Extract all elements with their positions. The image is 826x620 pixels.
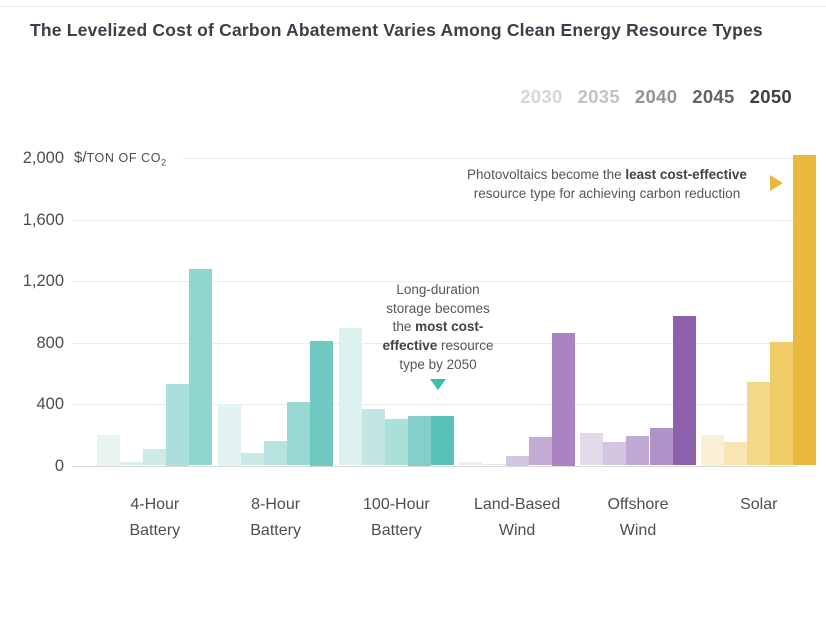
category-label-line: Offshore (607, 496, 669, 513)
bar-land-based-wind-2050 (551, 332, 575, 466)
gridline-800 (72, 342, 797, 344)
y-axis-unit-label: $/TON OF CO2 (74, 149, 167, 168)
annotation-storage: Long-duration storage becomes the most c… (364, 281, 512, 391)
annotation-storage-line3: the most cost- (392, 319, 484, 335)
annotation-solar-line2: resource type for achieving carbon reduc… (473, 185, 741, 201)
gridline-2000 (183, 158, 797, 159)
annotation-storage-line5: type by 2050 (399, 356, 477, 372)
bar-100-hour-battery-2030 (338, 327, 362, 466)
legend-year-2040: 2040 (634, 86, 678, 107)
y-tick-2000: 2,000 (22, 149, 64, 167)
annotation-storage-line2: storage becomes (386, 300, 490, 316)
bar-land-based-wind-2030 (459, 461, 483, 466)
category-label-8-hour-battery: 8-Hour Battery (214, 492, 338, 544)
category-label-100-hour-battery: 100-Hour Battery (334, 492, 458, 544)
bar-solar-2030 (701, 434, 725, 466)
solar-pointer-right-icon (770, 175, 783, 191)
bar-100-hour-battery-2040 (384, 419, 408, 466)
category-label-solar: Solar (697, 492, 821, 518)
bar-solar-2035 (724, 442, 748, 466)
legend-year-2050: 2050 (749, 86, 792, 107)
unit-subscript: 2 (161, 157, 167, 168)
gridline-0 (72, 465, 797, 467)
bar-8-hour-battery-2045 (287, 401, 311, 466)
annotation-storage-line4: effective resource (382, 337, 494, 353)
bar-offshore-wind-2040 (626, 436, 650, 466)
category-label-line: Battery (250, 522, 301, 539)
category-label-line: Solar (740, 496, 778, 513)
category-label-line: 4-Hour (130, 496, 180, 513)
bar-solar-2045 (770, 341, 794, 466)
unit-dollar: $/ (74, 149, 87, 166)
year-legend: 2030 2035 2040 2045 2050 (505, 86, 792, 108)
category-label-line: 100-Hour (363, 496, 430, 513)
bar-100-hour-battery-2035 (361, 408, 385, 466)
top-border-line (0, 6, 826, 7)
category-label-line: Wind (619, 522, 657, 539)
gridline-1200 (72, 281, 797, 282)
category-label-offshore-wind: Offshore Wind (576, 492, 700, 544)
bar-4-hour-battery-2030 (97, 434, 121, 466)
unit-text: TON OF CO (86, 151, 162, 165)
bar-4-hour-battery-2040 (143, 448, 167, 466)
legend-year-2030: 2030 (520, 86, 563, 107)
bar-offshore-wind-2030 (580, 433, 604, 466)
bar-4-hour-battery-2050 (189, 268, 213, 466)
annotation-solar-line1: Photovoltaics become the least cost-effe… (467, 167, 747, 182)
legend-year-2035: 2035 (577, 86, 620, 107)
gridline-400 (72, 404, 797, 405)
chart-title: The Levelized Cost of Carbon Abatement V… (30, 20, 763, 40)
category-label-line: Battery (129, 522, 181, 539)
bar-solar-2040 (747, 381, 771, 466)
y-tick-1200: 1,200 (22, 272, 64, 290)
bar-offshore-wind-2035 (603, 442, 627, 466)
bar-4-hour-battery-2035 (120, 461, 144, 466)
category-label-land-based-wind: Land-Based Wind (455, 492, 579, 544)
bar-8-hour-battery-2030 (217, 404, 241, 466)
bar-offshore-wind-2050 (672, 315, 696, 466)
bar-100-hour-battery-2050 (431, 416, 455, 466)
bar-4-hour-battery-2045 (166, 384, 190, 466)
category-label-line: Battery (371, 522, 422, 539)
y-tick-1600: 1,600 (22, 210, 64, 229)
y-tick-800: 800 (36, 333, 64, 352)
bar-land-based-wind-2035 (482, 464, 506, 466)
category-label-line: Wind (498, 522, 536, 539)
bar-solar-2050 (793, 154, 817, 466)
annotation-solar: Photovoltaics become the least cost-effe… (448, 166, 766, 203)
y-tick-0: 0 (54, 456, 64, 475)
bar-offshore-wind-2045 (649, 427, 673, 466)
storage-pointer-down-icon (430, 379, 446, 391)
bar-land-based-wind-2045 (528, 437, 552, 466)
bar-8-hour-battery-2035 (240, 453, 264, 466)
category-label-4-hour-battery: 4-Hour Battery (93, 492, 217, 544)
category-label-line: 8-Hour (251, 496, 301, 513)
annotation-storage-line1: Long-duration (396, 282, 480, 297)
bar-8-hour-battery-2040 (264, 440, 288, 466)
bar-8-hour-battery-2050 (310, 341, 334, 466)
legend-year-2045: 2045 (692, 86, 735, 107)
gridline-1600 (72, 219, 797, 221)
bar-land-based-wind-2040 (505, 455, 529, 466)
bar-100-hour-battery-2045 (407, 415, 431, 466)
y-tick-400: 400 (36, 395, 64, 413)
category-label-line: Land-Based (473, 496, 561, 513)
